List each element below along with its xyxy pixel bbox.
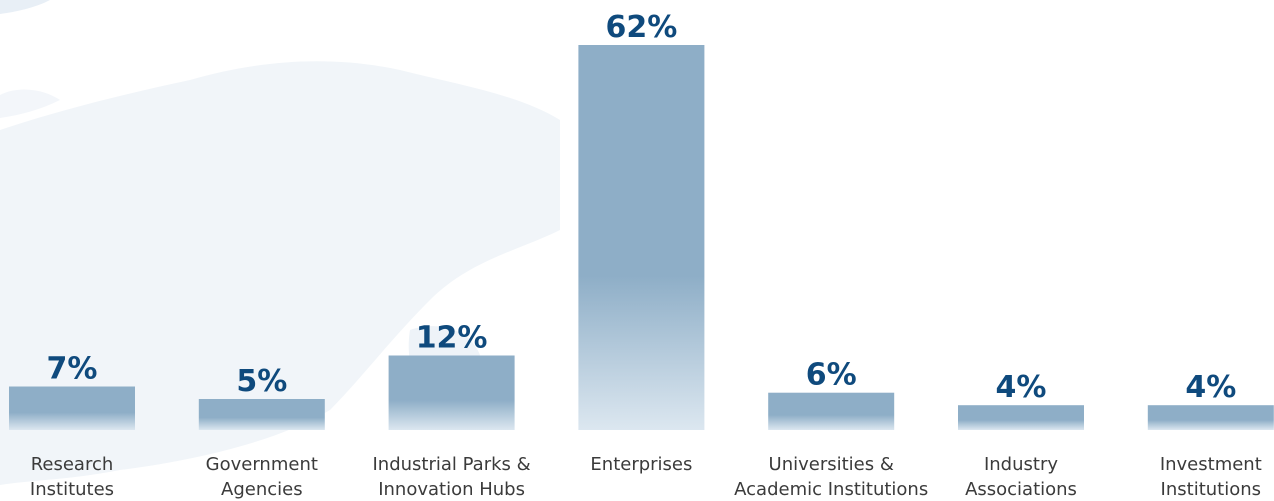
bar <box>1147 405 1274 430</box>
category-label-line: Government <box>206 454 318 475</box>
category-label-line: Industrial Parks & <box>373 454 531 475</box>
bar <box>198 399 325 430</box>
category-label: Industrial Parks & Innovation Hubs <box>373 454 531 500</box>
category-label: Industry Associations <box>965 454 1077 500</box>
bar-value-label: 4% <box>996 370 1047 405</box>
category-label: Universities & Academic Institutions <box>734 454 928 500</box>
bar <box>768 392 895 430</box>
bar-value-label: 4% <box>1185 370 1236 405</box>
bar <box>9 386 135 430</box>
background-map-shape <box>0 89 60 118</box>
category-label-line: Universities & <box>769 454 894 475</box>
background-map-shape <box>0 0 50 14</box>
category-label: Enterprises <box>590 454 692 475</box>
bar-value-label: 12% <box>416 321 488 356</box>
category-label-line: Research <box>31 454 114 475</box>
category-label-line: Innovation Hubs <box>378 479 525 500</box>
category-label-line: Investment <box>1160 454 1262 475</box>
category-label: Investment Institutions <box>1160 454 1262 500</box>
category-label-line: Enterprises <box>590 454 692 475</box>
bar-value-label: 62% <box>605 10 677 45</box>
bar <box>388 355 515 430</box>
category-label-line: Institutes <box>30 479 114 500</box>
bar <box>958 405 1084 430</box>
bar-value-label: 5% <box>236 364 287 399</box>
category-label-line: Industry <box>984 454 1058 475</box>
category-label: Government Agencies <box>206 454 318 500</box>
category-label: Research Institutes <box>30 454 114 500</box>
category-label-line: Institutions <box>1161 479 1261 500</box>
category-label-line: Academic Institutions <box>734 479 928 500</box>
category-label-line: Associations <box>965 479 1077 500</box>
bar <box>578 45 705 430</box>
category-label-line: Agencies <box>221 479 303 500</box>
background-map-shape <box>0 61 560 486</box>
bar-value-label: 7% <box>47 352 98 387</box>
bar-value-label: 6% <box>806 358 857 393</box>
